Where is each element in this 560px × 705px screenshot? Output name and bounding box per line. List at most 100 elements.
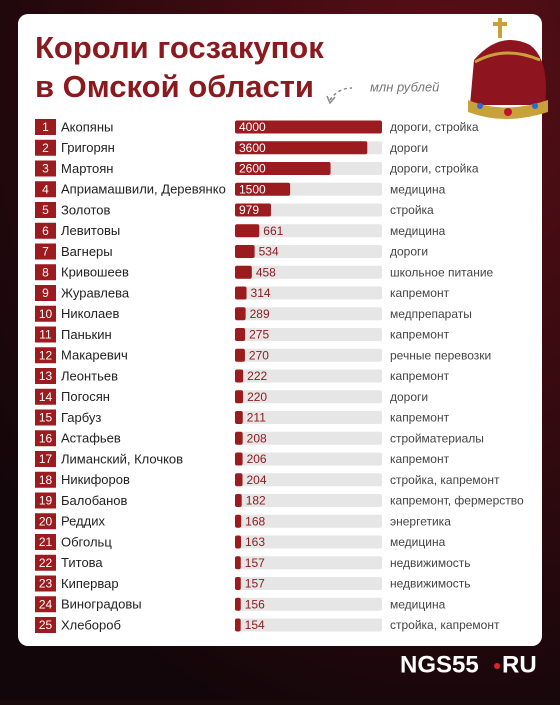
bar: [235, 494, 242, 507]
bar-track: [235, 556, 382, 570]
value-label: 1500: [239, 182, 266, 196]
name: Кривошеев: [61, 265, 129, 280]
value-label: 222: [247, 369, 267, 383]
rank-box: [35, 388, 56, 405]
bar-track: [235, 473, 382, 487]
value-label: 156: [245, 597, 265, 611]
value-label: 314: [251, 286, 271, 300]
value-label: 206: [247, 452, 267, 466]
sector: стройматериалы: [390, 431, 484, 445]
bar-track: [235, 307, 382, 321]
bar: [235, 577, 241, 590]
bar: [235, 473, 243, 487]
bar-track: [235, 245, 382, 258]
rank-box: [35, 451, 56, 467]
rank: 14: [39, 390, 53, 404]
name: Обгольц: [61, 534, 112, 549]
name: Титова: [61, 555, 103, 570]
bar-track: [235, 224, 382, 238]
value-label: 154: [245, 618, 265, 632]
sector: дороги, стройка: [390, 162, 479, 176]
bar-track: [235, 328, 382, 341]
bar: [235, 369, 244, 383]
bar: [235, 514, 242, 528]
rank-box: [35, 222, 56, 239]
sector: капремонт: [390, 328, 450, 342]
bar: [235, 141, 368, 155]
sector: капремонт: [390, 369, 450, 383]
name: Вагнеры: [61, 244, 113, 259]
name: Никифоров: [61, 472, 130, 487]
sector: школьное питание: [390, 265, 494, 279]
rank: 17: [39, 452, 53, 466]
sector: медицина: [390, 597, 446, 611]
bar: [235, 307, 246, 321]
rank: 16: [39, 431, 53, 445]
rank-box: [35, 285, 56, 301]
name: Астафьев: [61, 431, 121, 446]
rank-box: [35, 181, 56, 198]
unit-label: млн рублей: [370, 79, 439, 94]
value-label: 275: [249, 328, 269, 342]
rank-box: [35, 264, 56, 281]
value-label: 979: [239, 203, 259, 217]
sector: стройка, капремонт: [390, 473, 500, 487]
rank-box: [35, 554, 56, 571]
rank-box: [35, 305, 56, 322]
bar: [235, 431, 243, 445]
value-label: 157: [245, 556, 265, 570]
value-label: 289: [250, 307, 270, 321]
bar-track: [235, 514, 382, 528]
bar-track: [235, 203, 382, 217]
rank: 7: [42, 245, 49, 259]
rank: 25: [39, 618, 53, 632]
rank: 5: [42, 203, 49, 217]
bar-track: [235, 411, 382, 424]
value-label: 204: [246, 473, 266, 487]
rank: 23: [39, 577, 53, 591]
rank: 3: [42, 162, 49, 176]
bar: [235, 120, 382, 134]
name: Хлебороб: [61, 617, 121, 632]
rank-box: [35, 368, 56, 384]
sector: медпрепараты: [390, 307, 472, 321]
value-label: 211: [247, 411, 266, 425]
value-label: 4000: [239, 120, 266, 134]
rank: 18: [39, 473, 53, 487]
name: Погосян: [61, 389, 110, 404]
rank-box: [35, 119, 56, 135]
value-label: 182: [246, 494, 266, 508]
rank: 6: [42, 224, 49, 238]
sector: дороги, стройка: [390, 120, 479, 134]
sector: медицина: [390, 182, 446, 196]
sector: недвижимость: [390, 577, 471, 591]
bar: [235, 556, 241, 570]
value-label: 220: [247, 390, 267, 404]
sector: медицина: [390, 535, 446, 549]
sector: энергетика: [390, 514, 451, 528]
bar-track: [235, 431, 382, 445]
brand-name: NGS55: [400, 651, 479, 678]
bar: [235, 224, 260, 238]
rank: 10: [39, 307, 53, 321]
rank-box: [35, 243, 56, 260]
bar-track: [235, 535, 382, 549]
bar-track: [235, 577, 382, 590]
bar: [235, 286, 247, 300]
bar-track: [235, 265, 382, 279]
rank: 19: [39, 494, 53, 508]
unit-arrow-head: [326, 95, 336, 105]
value-label: 168: [245, 514, 265, 528]
rank: 11: [39, 328, 52, 342]
crown: [468, 18, 548, 119]
rank-box: [35, 596, 56, 613]
name: Левитовы: [61, 223, 120, 238]
rank-box: [35, 534, 56, 550]
bar-track: [235, 618, 382, 632]
bar: [235, 265, 252, 279]
name: Макаревич: [61, 348, 128, 363]
rank-box: [35, 160, 56, 177]
rank: 20: [39, 514, 53, 528]
sector: капремонт: [390, 452, 450, 466]
sector: дороги: [390, 141, 428, 155]
